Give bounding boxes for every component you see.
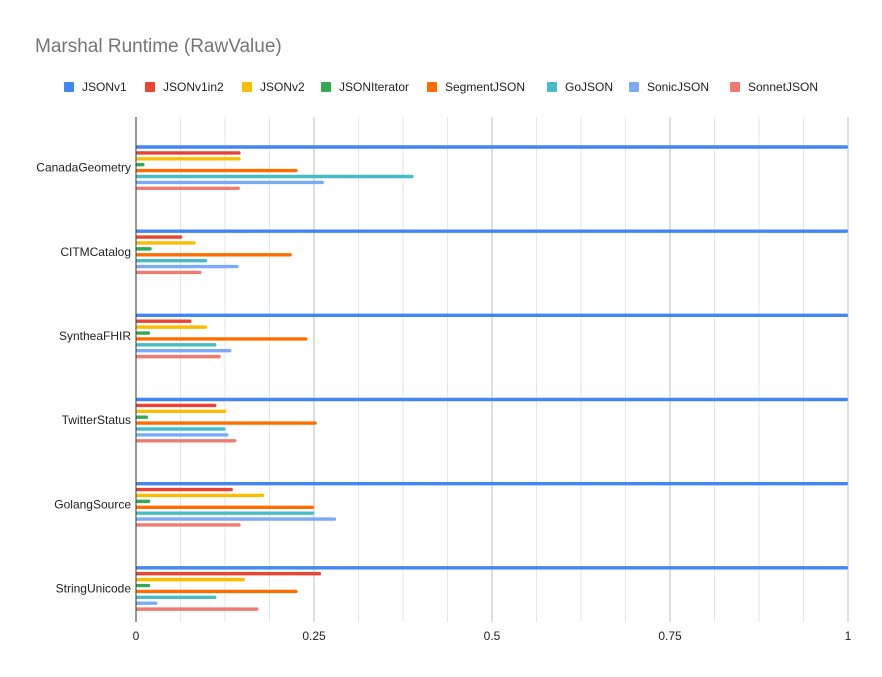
bar-group [136, 229, 848, 275]
bar [136, 499, 151, 504]
legend-swatch [427, 82, 437, 92]
bar [136, 264, 239, 269]
bar [136, 505, 314, 509]
legend-label: SonnetJSON [748, 80, 818, 94]
x-tick-label: 0.5 [484, 629, 501, 643]
bar [136, 577, 245, 582]
legend-label: JSONIterator [339, 80, 409, 94]
bar [136, 487, 233, 492]
category-label: GolangSource [54, 497, 131, 511]
legend-item: SonicJSON [629, 80, 709, 94]
bar [136, 354, 221, 359]
legend-swatch [730, 82, 740, 92]
bar [136, 253, 292, 257]
bar [136, 151, 241, 155]
legend-label: JSONv1in2 [163, 80, 224, 94]
bar [136, 229, 848, 233]
legend-label: SegmentJSON [445, 80, 525, 94]
bar [136, 186, 240, 190]
bar [136, 241, 196, 245]
x-tick-label: 0 [133, 629, 140, 643]
bar [136, 258, 208, 263]
chart-title: Marshal Runtime (RawValue) [35, 36, 282, 57]
x-tick-label: 0.25 [302, 629, 326, 643]
bar [136, 319, 192, 323]
category-label: CanadaGeometry [36, 161, 131, 175]
legend-swatch [145, 82, 155, 92]
legend-item: JSONIterator [321, 80, 409, 94]
bar [136, 601, 158, 605]
bar [136, 337, 308, 341]
bar [136, 313, 848, 318]
bar [136, 331, 151, 335]
bar [136, 349, 232, 353]
bar [136, 163, 145, 167]
bars [136, 145, 848, 611]
x-tick-label: 0.75 [658, 629, 682, 643]
bar-group [136, 566, 848, 611]
bar [136, 523, 241, 527]
bar [136, 439, 237, 443]
bar [136, 270, 202, 275]
bar [136, 566, 848, 570]
bar [136, 421, 317, 425]
category-label: TwitterStatus [62, 413, 131, 427]
bar [136, 589, 298, 594]
bar [136, 180, 324, 185]
x-tick-label: 1 [845, 629, 852, 643]
bar [136, 174, 414, 179]
legend-item: SegmentJSON [427, 80, 525, 94]
bar-group [136, 145, 848, 190]
legend-swatch [64, 82, 74, 92]
legend-label: JSONv1 [82, 80, 127, 94]
legend-item: GoJSON [547, 80, 613, 94]
category-label: CITMCatalog [60, 245, 131, 259]
legend-item: SonnetJSON [730, 80, 818, 94]
category-label: SyntheaFHIR [59, 329, 131, 343]
bar [136, 481, 848, 486]
legend-swatch [242, 82, 252, 92]
bar [136, 493, 265, 498]
gridlines [180, 117, 849, 622]
legend-item: JSONv1in2 [145, 80, 224, 94]
bar-group [136, 397, 848, 443]
category-label: StringUnicode [56, 581, 132, 595]
bar [136, 433, 229, 437]
bar [136, 325, 208, 329]
bar [136, 583, 151, 588]
bar [136, 343, 217, 347]
bar [136, 415, 149, 419]
bar [136, 168, 298, 173]
legend-item: JSONv1 [64, 80, 127, 94]
bar [136, 427, 226, 431]
legend-swatch [321, 82, 331, 92]
bar-group [136, 313, 848, 359]
bar [136, 403, 217, 408]
legend-label: SonicJSON [647, 80, 709, 94]
legend-swatch [547, 82, 557, 92]
bar [136, 247, 152, 251]
bar [136, 595, 217, 600]
bar [136, 145, 848, 149]
legend-label: GoJSON [565, 80, 613, 94]
x-axis-tick-labels: 0 0.25 0.5 0.75 1 [133, 629, 852, 643]
category-labels: CanadaGeometry CITMCatalog SyntheaFHIR Twit… [36, 161, 131, 596]
legend-swatch [629, 82, 639, 92]
bar [136, 235, 183, 239]
bar [136, 517, 337, 521]
legend-label: JSONv2 [260, 80, 305, 94]
bar [136, 511, 314, 515]
bar [136, 397, 848, 402]
bar [136, 157, 241, 161]
bar [136, 572, 322, 576]
legend: JSONv1 JSONv1in2 JSONv2 JSONIterator Segment… [64, 80, 818, 94]
legend-item: JSONv2 [242, 80, 305, 94]
bar-group [136, 481, 848, 527]
bar [136, 607, 259, 611]
bar [136, 409, 227, 413]
